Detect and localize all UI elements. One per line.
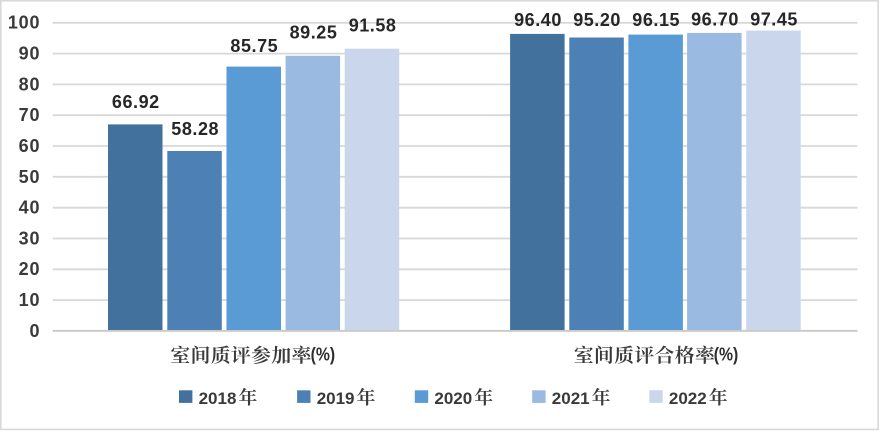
svg-text:80: 80 — [19, 74, 41, 94]
svg-text:70: 70 — [19, 105, 41, 125]
svg-text:97.45: 97.45 — [750, 10, 798, 30]
svg-text:91.58: 91.58 — [349, 15, 397, 35]
svg-text:2021: 2021 — [552, 389, 590, 408]
svg-text:2018: 2018 — [199, 389, 237, 408]
svg-text:2022: 2022 — [669, 389, 707, 408]
svg-text:20: 20 — [19, 259, 41, 279]
svg-text:2019: 2019 — [317, 389, 355, 408]
svg-text:2020: 2020 — [434, 389, 472, 408]
svg-text:96.15: 96.15 — [632, 10, 680, 30]
svg-text:10: 10 — [19, 290, 41, 310]
svg-text:50: 50 — [19, 167, 41, 187]
svg-text:60: 60 — [19, 136, 41, 156]
svg-text:96.70: 96.70 — [691, 10, 739, 30]
svg-text:0: 0 — [29, 321, 40, 341]
svg-text:95.20: 95.20 — [573, 10, 621, 30]
svg-text:66.92: 66.92 — [112, 92, 160, 112]
svg-text:85.75: 85.75 — [230, 36, 278, 56]
svg-text:90: 90 — [19, 44, 41, 64]
svg-text:(%): (%) — [311, 345, 336, 365]
svg-text:58.28: 58.28 — [171, 119, 219, 139]
svg-text:30: 30 — [19, 228, 41, 248]
svg-text:96.40: 96.40 — [514, 10, 562, 30]
svg-text:100: 100 — [8, 13, 40, 33]
svg-text:89.25: 89.25 — [290, 23, 338, 43]
svg-text:40: 40 — [19, 198, 41, 218]
svg-text:(%): (%) — [714, 345, 739, 365]
